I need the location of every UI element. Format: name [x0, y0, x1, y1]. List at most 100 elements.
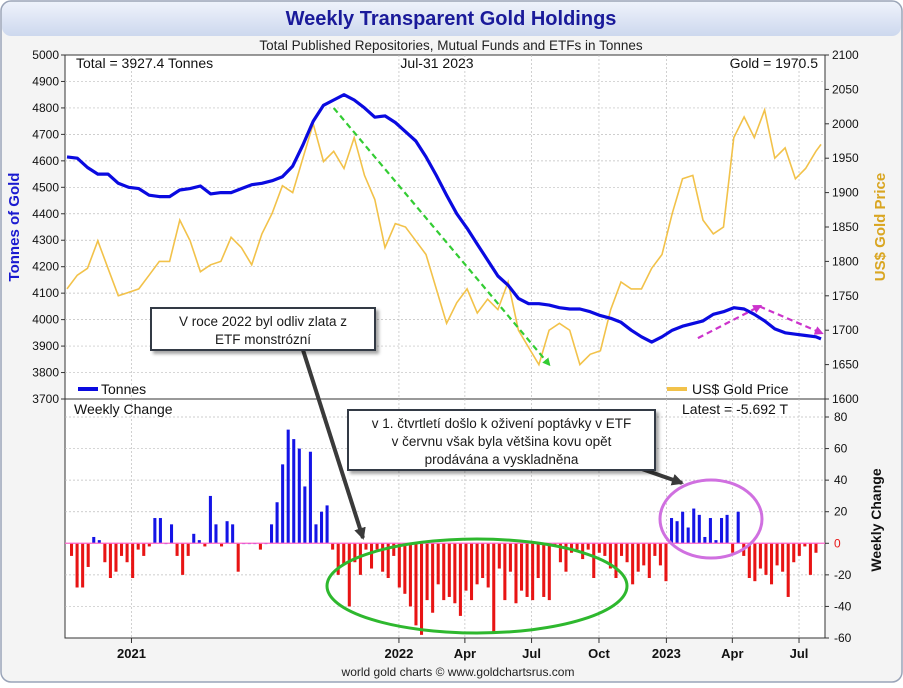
- inflow-bar: [281, 464, 285, 544]
- x-tick-label: 2022: [384, 646, 413, 661]
- x-tick-label: 2023: [652, 646, 681, 661]
- title-bar: [2, 2, 901, 36]
- outflow-bar: [764, 543, 768, 575]
- left-axis-title: Tonnes of Gold: [6, 173, 23, 282]
- left-tick-label: 3700: [32, 392, 59, 406]
- latest-change-label: Latest = -5.692 T: [682, 401, 788, 417]
- inflow-bar: [697, 514, 701, 544]
- right-tick-label: 2000: [832, 117, 859, 131]
- x-tick-label: Jul: [522, 646, 541, 661]
- outflow-bar: [203, 543, 207, 547]
- inflow-bar: [675, 521, 679, 544]
- lower-tick-label: 40: [834, 473, 848, 487]
- lower-tick-label: 20: [834, 505, 848, 519]
- outflow-bar: [558, 543, 562, 563]
- outflow-bar: [614, 543, 618, 579]
- legend-gold-label: US$ Gold Price: [692, 381, 789, 397]
- right-tick-label: 2050: [832, 82, 859, 96]
- outflow-bar: [364, 543, 368, 550]
- callout-etf-outflow: V roce 2022 byl odliv zlata z ETF monstr…: [150, 307, 376, 351]
- outflow-bar: [470, 543, 474, 601]
- x-tick-label: Apr: [721, 646, 743, 661]
- outflow-bar: [497, 543, 501, 569]
- x-tick-label: Jul: [790, 646, 809, 661]
- outflow-bar: [647, 543, 651, 579]
- inflow-bar: [681, 511, 685, 544]
- inflow-bar: [292, 439, 296, 544]
- callout-1-line-2: ETF monstrózní: [214, 332, 312, 347]
- outflow-bar: [575, 543, 579, 550]
- lower-tick-label: -40: [834, 599, 852, 613]
- outflow-bar: [758, 543, 762, 569]
- outflow-bar: [114, 543, 118, 572]
- outflow-bar: [375, 543, 379, 550]
- outflow-bar: [775, 543, 779, 566]
- outflow-bar: [486, 543, 490, 588]
- outflow-bar: [770, 543, 774, 585]
- outflow-bar: [397, 543, 401, 588]
- right-axis-title: US$ Gold Price: [872, 173, 889, 281]
- outflow-bar: [525, 543, 529, 597]
- outflow-bar: [436, 543, 440, 585]
- outflow-bar: [125, 543, 129, 563]
- outflow-bar: [120, 543, 124, 556]
- left-tick-label: 4600: [32, 154, 59, 168]
- chart-title: Weekly Transparent Gold Holdings: [286, 8, 617, 30]
- right-tick-label: 1900: [832, 186, 859, 200]
- inflow-bar: [314, 524, 318, 544]
- left-tick-label: 4200: [32, 260, 59, 274]
- inflow-bar: [725, 514, 729, 544]
- outflow-bar: [442, 543, 446, 601]
- outflow-bar: [131, 543, 135, 579]
- inflow-bar: [720, 518, 724, 544]
- outflow-bar: [236, 543, 240, 572]
- outflow-bar: [786, 543, 790, 597]
- inflow-bar: [270, 524, 274, 544]
- outflow-bar: [520, 543, 524, 591]
- outflow-bar: [336, 543, 340, 575]
- outflow-bar: [592, 543, 596, 579]
- outflow-bar: [603, 543, 607, 556]
- outflow-bar: [86, 543, 90, 567]
- right-tick-label: 2100: [832, 48, 859, 62]
- outflow-bar: [747, 543, 751, 579]
- callout-1-line-1: V roce 2022 byl odliv zlata z: [178, 314, 348, 329]
- outflow-bar: [420, 543, 424, 635]
- outflow-bar: [792, 543, 796, 563]
- inflow-bar: [214, 524, 218, 544]
- outflow-bar: [75, 543, 79, 588]
- outflow-bar: [586, 543, 590, 550]
- outflow-bar: [103, 543, 107, 563]
- inflow-bar: [325, 505, 329, 544]
- left-tick-label: 4800: [32, 101, 59, 115]
- date-label: Jul-31 2023: [400, 55, 473, 71]
- outflow-bar: [142, 543, 146, 556]
- left-tick-label: 4100: [32, 286, 59, 300]
- inflow-bar: [92, 536, 96, 544]
- left-tick-label: 4500: [32, 180, 59, 194]
- outflow-bar: [186, 543, 190, 556]
- inflow-bar: [670, 518, 674, 544]
- axis-ticks: 2021 2022 Apr Jul Oct 2023 Apr Jul 3700 3800 3900 4…: [32, 48, 859, 661]
- left-tick-label: 4000: [32, 313, 59, 327]
- inflow-bar: [308, 451, 312, 544]
- outflow-bar: [347, 543, 351, 607]
- inflow-bar: [303, 486, 307, 544]
- outflow-bar: [108, 543, 112, 579]
- outflow-bar: [425, 543, 429, 601]
- outflow-bar: [808, 543, 812, 575]
- tonnes-line: [66, 93, 822, 344]
- inflow-bar: [225, 521, 229, 544]
- total-tonnes-label: Total = 3927.4 Tonnes: [76, 55, 213, 71]
- lower-axis-title: Weekly Change: [868, 468, 884, 571]
- inflow-bar: [197, 540, 201, 544]
- gold-price-label: Gold = 1970.5: [730, 55, 819, 71]
- inflow-bar: [297, 448, 301, 544]
- outflow-bar: [370, 543, 374, 569]
- outflow-bar: [814, 543, 818, 553]
- left-tick-label: 3900: [32, 339, 59, 353]
- inflow-bar: [736, 511, 740, 544]
- outflow-bar: [453, 543, 457, 604]
- magenta-trend-arrow: [697, 305, 763, 340]
- outflow-bar: [475, 543, 479, 585]
